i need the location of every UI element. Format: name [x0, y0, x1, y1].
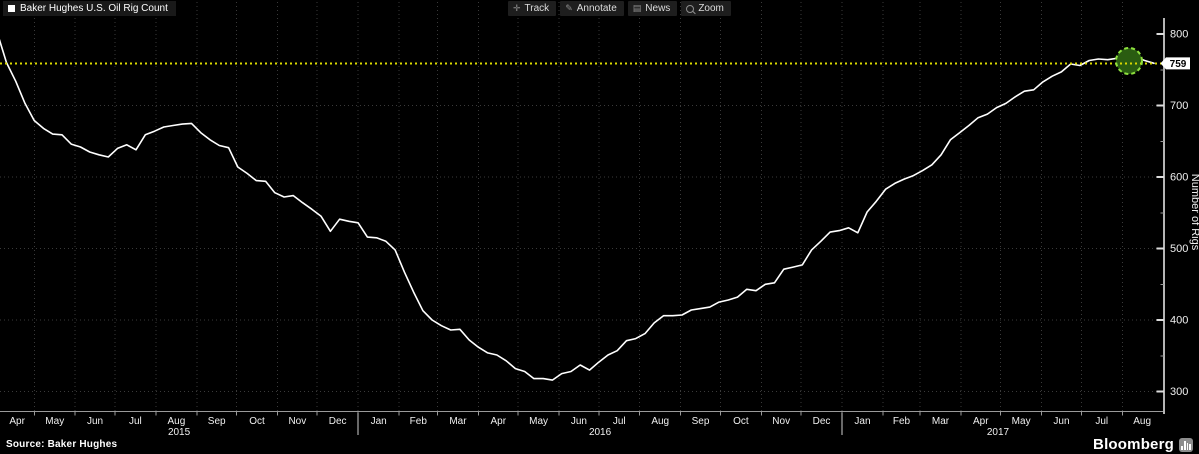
track-crosshair-icon: ✛: [513, 3, 521, 13]
month-tick-label: Oct: [733, 416, 749, 427]
year-tick-label: 2016: [589, 427, 612, 438]
month-tick-label: Mar: [932, 416, 950, 427]
month-tick-label: Apr: [491, 416, 507, 427]
series-swatch-icon: [8, 5, 15, 12]
highlight-circle-ring: [1115, 47, 1143, 75]
month-tick-label: Jun: [571, 416, 587, 427]
zoom-button[interactable]: Zoom: [681, 1, 731, 16]
last-value-tag-label: 759: [1170, 59, 1187, 70]
track-button[interactable]: ✛ Track: [508, 1, 557, 16]
y-axis-title: Number of Rigs: [1189, 174, 1199, 251]
month-tick-label: Feb: [410, 416, 428, 427]
rig-count-line: [0, 38, 1155, 381]
month-tick-label: Dec: [813, 416, 831, 427]
month-tick-label: Aug: [1133, 416, 1151, 427]
bloomberg-brand: Bloomberg: [1093, 436, 1193, 453]
month-tick-label: Nov: [772, 416, 790, 427]
annotate-button-label: Annotate: [576, 3, 617, 14]
month-tick-label: Sep: [692, 416, 710, 427]
source-note: Source: Baker Hughes: [6, 439, 118, 450]
last-value-tag: [1160, 57, 1190, 70]
y-tick-label: 700: [1170, 100, 1188, 112]
month-tick-label: Feb: [893, 416, 911, 427]
highlight-circle[interactable]: [1116, 48, 1142, 74]
month-tick-label: Jun: [1053, 416, 1069, 427]
bloomberg-wordmark: Bloomberg: [1093, 436, 1174, 453]
month-tick-label: Sep: [208, 416, 226, 427]
month-tick-label: Aug: [167, 416, 185, 427]
x-axis-ticks-labels: Apr May Jun Jul Aug Sep Oct Nov Dec Jan Feb Mar Apr M…: [9, 411, 1151, 438]
annotate-button[interactable]: ✎ Annotate: [560, 1, 624, 16]
month-tick-label: Jul: [1095, 416, 1108, 427]
axes: [0, 18, 1165, 414]
y-tick-label: 400: [1170, 315, 1188, 327]
bloomberg-logo-icon: [1179, 437, 1193, 452]
month-tick-label: Dec: [329, 416, 347, 427]
month-tick-label: Jan: [854, 416, 870, 427]
series-legend[interactable]: Baker Hughes U.S. Oil Rig Count: [3, 1, 176, 16]
month-tick-label: May: [1012, 416, 1031, 427]
month-tick-label: Jun: [87, 416, 103, 427]
y-tick-label: 800: [1170, 29, 1188, 41]
annotate-pencil-icon: ✎: [565, 3, 573, 13]
news-button[interactable]: ▤ News: [627, 1, 678, 16]
y-tick-label: 600: [1170, 172, 1188, 184]
year-tick-label: 2017: [987, 427, 1010, 438]
month-tick-label: May: [529, 416, 548, 427]
month-tick-label: Jul: [613, 416, 626, 427]
series-legend-label: Baker Hughes U.S. Oil Rig Count: [20, 3, 168, 14]
month-tick-label: Nov: [288, 416, 306, 427]
footer-bar: Source: Baker Hughes Bloomberg: [0, 435, 1199, 454]
month-tick-label: Jul: [129, 416, 142, 427]
news-page-icon: ▤: [632, 3, 642, 13]
chart-toolbar: ✛ Track ✎ Annotate ▤ News Zoom: [508, 1, 731, 16]
month-tick-label: Jan: [371, 416, 387, 427]
month-tick-label: Oct: [249, 416, 265, 427]
y-axis-ticks-labels: 800 700 600 500 400 300: [1156, 29, 1188, 398]
horizontal-gridlines: [0, 105, 1163, 392]
month-tick-label: Aug: [651, 416, 669, 427]
month-tick-label: Apr: [973, 416, 989, 427]
month-tick-label: May: [45, 416, 64, 427]
y-tick-label: 300: [1170, 386, 1188, 398]
y-tick-label: 500: [1170, 243, 1188, 255]
year-tick-label: 2015: [168, 427, 191, 438]
zoom-magnifier-icon: [686, 4, 695, 13]
vertical-gridlines: [33, 2, 1123, 412]
month-tick-label: Mar: [449, 416, 467, 427]
zoom-button-label: Zoom: [698, 3, 724, 14]
news-button-label: News: [645, 3, 671, 14]
track-button-label: Track: [524, 3, 550, 14]
month-tick-label: Apr: [9, 416, 25, 427]
